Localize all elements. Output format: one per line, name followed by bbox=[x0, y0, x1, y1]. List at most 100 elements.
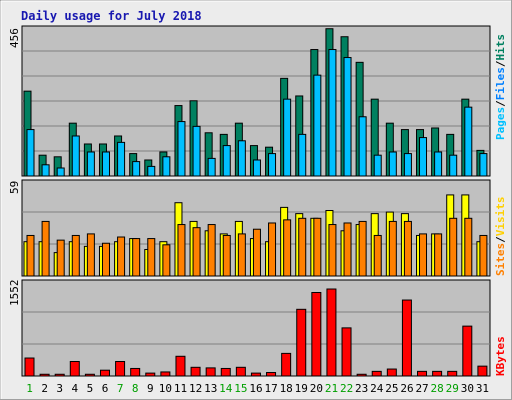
kbytes-bar bbox=[84, 373, 95, 377]
x-tick-label: 31 bbox=[476, 382, 489, 395]
sites-bar bbox=[132, 238, 141, 277]
x-tick-label: 2 bbox=[41, 382, 48, 395]
top-ymax-label: 456 bbox=[8, 28, 21, 48]
sites-bar bbox=[177, 224, 186, 277]
legend-sites: Sites bbox=[494, 243, 507, 276]
sites-bar bbox=[449, 217, 458, 277]
kbytes-bar bbox=[145, 372, 156, 377]
sites-bar bbox=[56, 239, 65, 277]
panel-kbytes bbox=[21, 279, 491, 377]
files-bar bbox=[101, 151, 110, 177]
x-tick-label: 8 bbox=[132, 382, 139, 395]
sites-bar bbox=[237, 233, 246, 277]
files-bar bbox=[419, 137, 428, 177]
kbytes-bar bbox=[326, 288, 337, 377]
middle-ymax-label: 59 bbox=[8, 181, 21, 194]
files-bar bbox=[177, 121, 186, 177]
kbytes-bar bbox=[205, 367, 216, 377]
bottom-plot-area bbox=[21, 279, 491, 377]
sites-bar bbox=[419, 233, 428, 277]
x-tick-label: 30 bbox=[461, 382, 474, 395]
kbytes-bar bbox=[266, 372, 277, 377]
top-right-legend: Pages/Files/Hits bbox=[494, 34, 507, 140]
files-bar bbox=[464, 106, 473, 177]
sites-bar bbox=[101, 242, 110, 277]
files-bar bbox=[388, 151, 397, 177]
x-tick-label: 27 bbox=[415, 382, 428, 395]
legend-sep-3: / bbox=[494, 236, 507, 243]
sites-bar bbox=[434, 233, 443, 277]
kbytes-bar bbox=[341, 327, 352, 377]
panel-pages-files-hits bbox=[21, 25, 491, 177]
files-bar bbox=[71, 135, 80, 177]
files-bar bbox=[358, 116, 367, 177]
x-tick-label: 11 bbox=[174, 382, 187, 395]
sites-bar bbox=[71, 234, 80, 277]
x-tick-label: 15 bbox=[234, 382, 247, 395]
kbytes-bar bbox=[356, 373, 367, 377]
sites-bar bbox=[283, 219, 292, 277]
x-tick-label: 17 bbox=[264, 382, 277, 395]
kbytes-bar bbox=[432, 370, 443, 377]
x-tick-label: 25 bbox=[385, 382, 398, 395]
kbytes-bar bbox=[447, 370, 458, 377]
kbytes-bar bbox=[130, 367, 141, 377]
kbytes-bar bbox=[220, 367, 231, 377]
files-bar bbox=[192, 125, 201, 177]
sites-bar bbox=[117, 236, 126, 277]
sites-bar bbox=[373, 234, 382, 277]
x-tick-label: 28 bbox=[431, 382, 444, 395]
x-tick-label: 10 bbox=[159, 382, 172, 395]
legend-hits: Hits bbox=[494, 34, 507, 61]
chart-title: Daily usage for July 2018 bbox=[21, 9, 202, 23]
files-bar bbox=[147, 165, 156, 177]
files-bar bbox=[403, 153, 412, 177]
x-tick-label: 23 bbox=[355, 382, 368, 395]
kbytes-bar bbox=[281, 352, 292, 377]
sites-bar bbox=[147, 238, 156, 277]
sites-bar bbox=[222, 234, 231, 277]
files-bar bbox=[252, 159, 261, 177]
files-bar bbox=[86, 151, 95, 177]
files-bar bbox=[328, 49, 337, 177]
sites-bar bbox=[313, 217, 322, 277]
x-tick-label: 29 bbox=[446, 382, 459, 395]
legend-sep-1: / bbox=[494, 100, 507, 107]
sites-bar bbox=[328, 224, 337, 277]
sites-bar bbox=[26, 234, 35, 277]
kbytes-bar bbox=[371, 370, 382, 377]
files-bar bbox=[237, 140, 246, 177]
kbytes-bar bbox=[115, 361, 126, 377]
x-tick-label: 24 bbox=[370, 382, 384, 395]
files-bar bbox=[132, 161, 141, 177]
x-tick-label: 6 bbox=[102, 382, 109, 395]
sites-bar bbox=[268, 222, 277, 277]
x-tick-label: 5 bbox=[87, 382, 94, 395]
kbytes-bar bbox=[386, 368, 397, 377]
files-bar bbox=[56, 167, 65, 177]
files-bar bbox=[162, 156, 171, 177]
files-bar bbox=[373, 154, 382, 177]
kbytes-bar bbox=[235, 366, 246, 377]
x-tick-label: 14 bbox=[219, 382, 233, 395]
x-tick-label: 9 bbox=[147, 382, 154, 395]
kbytes-bar bbox=[175, 355, 186, 377]
sites-bar bbox=[192, 227, 201, 277]
x-tick-label: 22 bbox=[340, 382, 353, 395]
sites-bar bbox=[86, 233, 95, 277]
kbytes-bar bbox=[160, 371, 171, 377]
x-axis-day-labels: 1 2 3 4 5 6 7 8 9 10 11 12 13 14 15 16 17 18 19 20 21 22 23 24 2… bbox=[26, 382, 489, 395]
files-bar bbox=[117, 141, 126, 177]
x-tick-label: 19 bbox=[295, 382, 308, 395]
bottom-ymax-label: 1552 bbox=[8, 280, 21, 307]
x-tick-label: 3 bbox=[56, 382, 63, 395]
legend-kbytes: KBytes bbox=[494, 336, 507, 376]
sites-bar bbox=[41, 220, 50, 277]
kbytes-bar bbox=[39, 373, 50, 377]
sites-bar bbox=[207, 224, 216, 277]
sites-bar bbox=[298, 217, 307, 277]
x-tick-label: 20 bbox=[310, 382, 323, 395]
x-tick-label: 13 bbox=[204, 382, 217, 395]
legend-sep-2: / bbox=[494, 60, 507, 67]
